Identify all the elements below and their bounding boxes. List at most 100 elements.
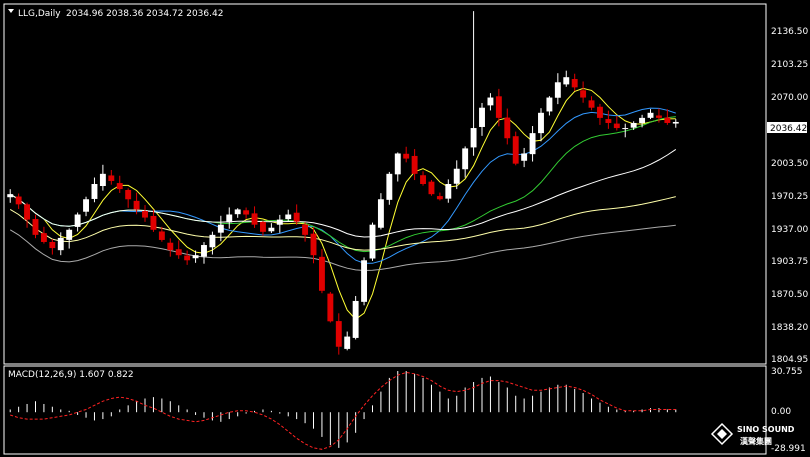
price-tick: 1804.95 [771,355,808,365]
candle-body [116,183,123,190]
candle-body [470,128,477,148]
candle [588,96,595,111]
price-tick: 1870.50 [771,290,808,300]
candle [335,313,342,355]
price-tick: 2103.25 [771,60,808,70]
candle-body [445,184,452,199]
candle-body [377,199,384,228]
candle [142,205,148,222]
candle [184,250,191,265]
chevron-down-icon[interactable] [8,9,14,13]
candle-body [361,260,368,302]
candle-body [639,117,646,124]
candle [133,192,140,215]
candle-body [15,196,22,205]
ma-base-line [9,224,676,272]
candle [226,207,233,229]
candle-body [327,293,334,322]
candle [411,149,418,181]
candle-body [91,184,98,199]
macd-axis: 30.755 0.00 -28.991 [771,367,806,454]
candle [32,214,39,239]
candle-body [453,168,460,184]
candle [40,226,47,244]
candle [116,175,123,193]
candle-body [175,249,182,256]
candle-body [647,112,654,118]
candle-body [7,194,14,198]
candle [462,146,469,178]
candle-body [276,219,283,225]
candle-body [386,173,393,200]
candle-body [512,136,519,164]
candle-body [66,229,73,240]
candle-body [352,300,359,338]
candle-body [209,234,216,248]
candle [24,202,31,228]
macd-signal-line [10,371,676,450]
candle [479,102,485,136]
candle-body [318,256,325,291]
ma-long-line [9,148,677,238]
candle [580,81,587,103]
candle [49,239,56,255]
candle-body [403,153,410,159]
candle-body [479,107,485,127]
candle-body [428,181,435,195]
candle [352,295,359,340]
macd-tick: -28.991 [771,444,806,454]
candle [7,189,14,203]
candle [361,257,368,306]
candle [495,88,502,127]
candle [521,147,528,168]
candle-body [613,123,620,129]
candle-body [260,221,266,232]
candle [327,291,334,323]
candlesticks [7,11,679,355]
candle-body [49,241,56,249]
candle [512,131,519,166]
candle [622,123,629,138]
candle [66,228,73,249]
candle-body [664,117,671,123]
candle [293,204,300,225]
candle-body [125,190,132,200]
current-price: 2036.42 [770,124,807,134]
diamond-logo-icon [710,422,734,446]
price-tick: 1937.00 [771,225,808,235]
candle [99,164,106,191]
logo-text-sub: 漢聲集團 [740,436,772,446]
candle-body [554,82,561,98]
candle-body [310,233,317,256]
candle [108,169,115,185]
candle [209,231,216,255]
price-tag-background [767,122,807,133]
candle [605,110,612,129]
candle [83,196,89,217]
candle-body [630,122,637,128]
candle-body [655,115,662,118]
candle [234,208,241,218]
candle [672,119,679,128]
candle-body [529,133,536,155]
candle-body [571,79,578,88]
candle [57,232,64,256]
candle-body [167,242,174,251]
candle-body [495,96,502,118]
candle-body [504,117,511,139]
candle-body [57,237,64,251]
candle [285,209,292,222]
candle-body [201,245,207,257]
macd-label: MACD(12,26,9) 1.607 0.822 [8,370,134,380]
candle-body [133,200,140,210]
candle [369,222,376,261]
candle-body [335,321,342,347]
candle-body [580,90,587,98]
candle [597,103,603,125]
candle [201,242,207,264]
candle-body [142,211,148,218]
price-tick: 1903.75 [771,257,808,267]
candle-body [672,121,679,124]
